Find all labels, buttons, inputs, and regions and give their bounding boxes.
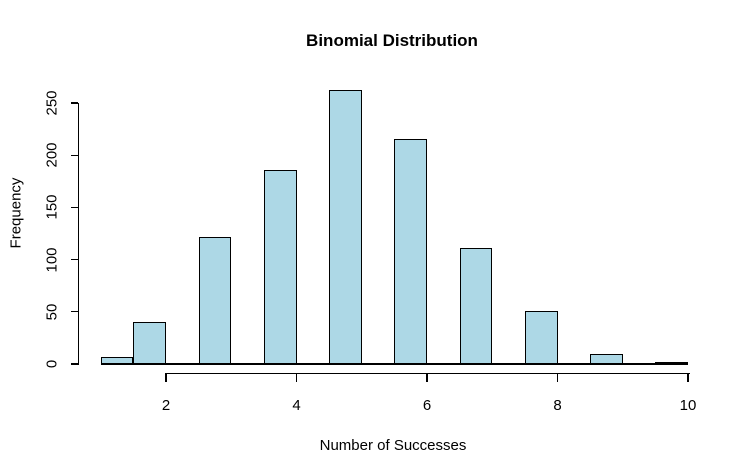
- x-tick-label: 8: [553, 397, 562, 414]
- y-axis-tick: [70, 363, 78, 365]
- x-tick-label: 2: [161, 397, 171, 414]
- x-axis-tick: [426, 372, 428, 382]
- histogram-bar-x3: [198, 237, 232, 365]
- y-tick-label: 100: [43, 247, 61, 273]
- y-axis-tick: [70, 206, 78, 209]
- histogram-bar-x2: [133, 321, 166, 365]
- x-tick-label: 4: [292, 397, 301, 414]
- x-axis-tick: [687, 372, 689, 382]
- y-tick-label: 150: [43, 194, 61, 220]
- x-axis-label: Number of Successes: [319, 437, 467, 454]
- x-tick-label: 10: [679, 397, 697, 414]
- x-tick-label: 6: [422, 397, 432, 414]
- histogram-bar-x8: [524, 311, 558, 365]
- y-axis-tick: [70, 154, 78, 156]
- x-axis-line: [166, 372, 690, 375]
- y-axis-tick: [70, 258, 78, 261]
- y-axis-tick: [70, 102, 78, 104]
- y-tick-label: 50: [43, 303, 61, 320]
- chart-title: Binomial Distribution: [306, 31, 478, 50]
- histogram-bar-x6: [394, 139, 427, 365]
- histogram-bar-x5: [329, 90, 362, 365]
- x-axis-tick: [295, 372, 298, 382]
- y-axis-tick: [70, 310, 78, 313]
- y-tick-label: 250: [43, 90, 61, 116]
- histogram-bar-x7: [459, 247, 493, 365]
- x-axis-tick: [556, 372, 559, 382]
- y-tick-label: 0: [43, 359, 61, 368]
- y-tick-label: 200: [43, 142, 61, 168]
- x-axis-tick: [165, 372, 167, 382]
- baseline: [100, 363, 688, 365]
- histogram-bar-x4: [263, 170, 297, 365]
- y-axis-line: [77, 103, 80, 366]
- y-axis-label: Frequency: [7, 177, 25, 249]
